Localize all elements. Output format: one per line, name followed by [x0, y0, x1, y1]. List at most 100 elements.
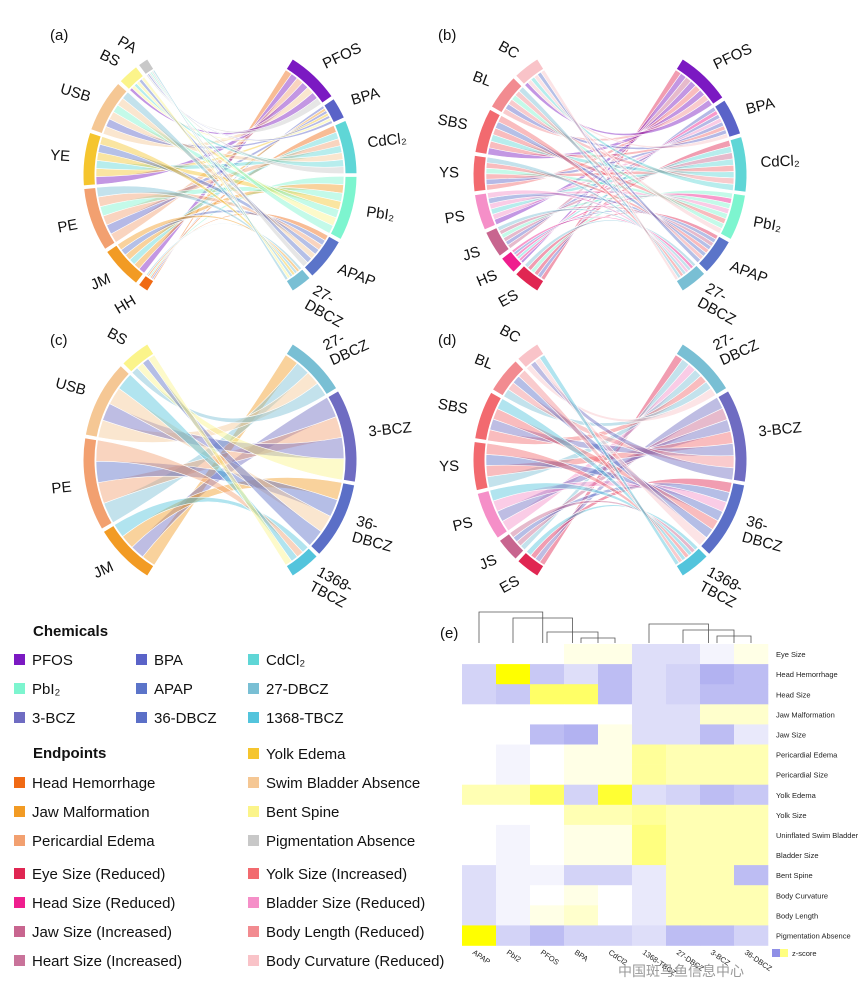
arc-label-CdCl2: CdCl₂ [367, 130, 408, 151]
heatmap-cell [564, 684, 599, 705]
heatmap-cell [462, 905, 497, 926]
heatmap-row-label: Uninflated Swim Bladder [776, 831, 859, 840]
arc-PE [82, 437, 113, 530]
endpoint-left-label-6: Heart Size (Increased) [32, 953, 182, 970]
heatmap-row-label: Body Curvature [776, 891, 828, 900]
arc-USB [90, 82, 128, 135]
heatmap-cell [734, 664, 769, 685]
heatmap-cell [666, 644, 701, 665]
arc-BS [119, 65, 145, 91]
heatmap-cell [462, 865, 497, 886]
chemical-swatch-7 [136, 712, 147, 723]
heatmap-cell [530, 804, 565, 826]
heatmap-row-label: Eye Size [776, 650, 806, 659]
heatmap-cell [462, 824, 497, 846]
heatmap-cell [530, 885, 565, 906]
heatmap-row-label: Yolk Edema [776, 791, 817, 800]
arc-3-BCZ [717, 390, 748, 483]
endpoint-left-label-4: Head Size (Reduced) [32, 895, 175, 912]
heatmap-cell [462, 664, 497, 685]
heatmap-cell [734, 784, 769, 806]
heatmap-cell [530, 784, 565, 806]
arc-PbI2 [719, 192, 747, 241]
arc-PFOS [285, 58, 333, 104]
heatmap-row-label: Yolk Size [776, 811, 807, 820]
arc-label-JM: JM [91, 558, 116, 582]
legend-chemicals-title: Chemicals [33, 623, 108, 640]
arc-label-ES: ES [497, 572, 523, 597]
ribbon-YE-27-DBCZ [99, 136, 296, 276]
heatmap-cell [666, 684, 701, 705]
heatmap-cell [700, 704, 735, 725]
arc-label-YS: YS [439, 458, 459, 475]
chemical-label-7: 36-DBCZ [154, 710, 217, 727]
arc-JM [102, 524, 155, 577]
arc-APAP [303, 235, 341, 277]
heatmap-cell [734, 744, 769, 765]
heatmap-cell [462, 744, 497, 765]
heatmap-cell [598, 865, 633, 886]
heatmap-cell [734, 824, 769, 846]
endpoint-right-label-2: Bent Spine [266, 804, 339, 821]
arc-label-27-DBCZ: 27-DBCZ [302, 282, 354, 331]
heatmap-cell [632, 764, 667, 785]
heatmap: Eye Size Head Hemorrhage Head Size Jaw Malf… [462, 611, 859, 978]
heatmap-cell [564, 724, 599, 745]
heatmap-cell [666, 704, 701, 725]
ribbon-PS-3-BCZ [496, 419, 732, 522]
ribbon-BS-3-BCZ [136, 362, 345, 481]
heatmap-row-label: Body Length [776, 911, 818, 920]
heatmap-cell [598, 644, 633, 665]
heatmap-cell [564, 824, 599, 846]
arc-label-JM: JM [88, 270, 113, 294]
arc-YS [472, 154, 487, 193]
heatmap-cell [462, 925, 497, 946]
heatmap-row-label: Jaw Malformation [776, 710, 835, 719]
heatmap-row-label: Head Hemorrhage [776, 670, 838, 679]
colorbar-label: z-score [792, 949, 817, 958]
arc-JS [498, 532, 525, 560]
arc-1368-TBCZ [675, 547, 708, 577]
arc-label-PbI2: PbI₂ [365, 203, 396, 224]
ribbon-YS-1368-TBCZ [485, 442, 690, 559]
arc-label-PE: PE [51, 479, 73, 498]
endpoint-right-swatch-3 [248, 835, 259, 846]
heatmap-cell [496, 764, 531, 785]
ribbon-PE-3-BCZ [97, 416, 343, 504]
heatmap-cell [632, 724, 667, 745]
ribbons [485, 354, 735, 566]
heatmap-cell [632, 804, 667, 826]
heatmap-cell [734, 724, 769, 745]
ribbon-SBS-27-DBCZ [497, 115, 685, 278]
endpoint-right-swatch-1 [248, 777, 259, 788]
heatmap-cell [564, 664, 599, 685]
ribbon-USB-1368-TBCZ [118, 374, 298, 562]
heatmap-cell [462, 784, 497, 806]
heatmap-row-label: Jaw Size [776, 730, 806, 739]
heatmap-row-label: Pigmentation Absence [776, 931, 851, 940]
heatmap-cell [734, 905, 769, 926]
ribbon-PE-27-DBCZ [96, 185, 298, 275]
arc-PS [473, 192, 497, 231]
arc-BC [516, 343, 545, 369]
heatmap-cell [632, 644, 667, 665]
ribbon-BC-27-DBCZ [540, 69, 679, 281]
arc-BL [491, 360, 525, 397]
heatmap-col-label: BPA [573, 948, 590, 964]
arc-BS [122, 343, 155, 373]
endpoint-right-label-4: Yolk Size (Increased) [266, 866, 407, 883]
chemical-label-5: 27-DBCZ [266, 681, 329, 698]
heatmap-cell [530, 664, 565, 685]
arc-label-APAP: APAP [728, 258, 770, 288]
chemical-label-0: PFOS [32, 652, 73, 669]
ribbon-BS-1368-TBCZ [147, 354, 293, 566]
arc-PS [476, 489, 509, 540]
heatmap-cell [734, 865, 769, 886]
heatmap-cell [632, 664, 667, 685]
arc-BPA [323, 97, 346, 124]
heatmap-cell [632, 704, 667, 725]
heatmap-cell [496, 684, 531, 705]
heatmap-cell [496, 744, 531, 765]
